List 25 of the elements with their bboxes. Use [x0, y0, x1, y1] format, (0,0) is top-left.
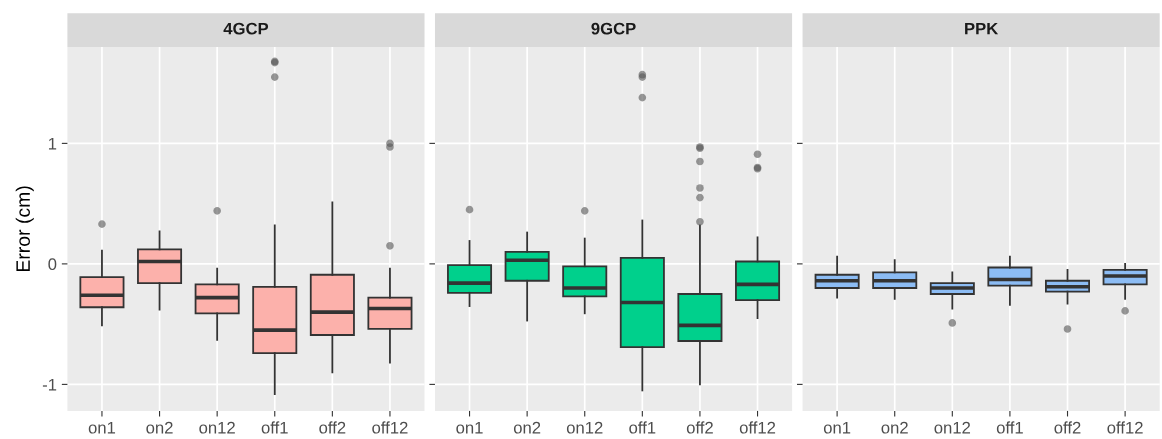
chart-title: PPK — [965, 22, 999, 35]
x-tick-label: off12 — [1107, 421, 1143, 434]
x-tick-label: on12 — [199, 421, 235, 434]
x-tick-label: on2 — [881, 421, 908, 434]
y-tick-label: 0 — [48, 258, 57, 271]
x-tick-label: off2 — [319, 421, 346, 434]
y-axis-title: Error (cm) — [15, 186, 34, 272]
x-tick-label: off2 — [1054, 421, 1081, 434]
x-tick-label: off12 — [739, 421, 776, 434]
y-tick-label: 1 — [48, 137, 57, 150]
chart-title: 4GCP — [223, 22, 269, 35]
y-tick-label: -1 — [42, 378, 57, 391]
x-tick-label: on1 — [823, 421, 851, 434]
x-tick-label: on1 — [456, 421, 483, 434]
x-tick-label: on1 — [88, 421, 116, 434]
x-tick-label: off1 — [629, 421, 656, 434]
x-tick-label: off12 — [372, 421, 408, 434]
x-tick-label: on12 — [566, 421, 603, 434]
x-tick-label: on2 — [513, 421, 541, 434]
chart-title: 9GCP — [591, 22, 636, 35]
x-tick-label: off1 — [996, 421, 1023, 434]
x-tick-label: off1 — [261, 421, 288, 434]
x-tick-label: off2 — [686, 421, 713, 434]
x-tick-label: on12 — [934, 421, 971, 434]
x-tick-label: on2 — [146, 421, 173, 434]
